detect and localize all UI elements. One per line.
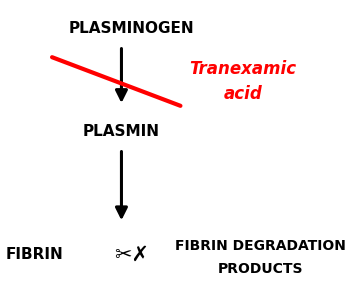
Text: acid: acid [223, 86, 262, 103]
Text: PLASMINOGEN: PLASMINOGEN [69, 21, 195, 36]
Text: PRODUCTS: PRODUCTS [218, 262, 303, 276]
Text: ✂✗: ✂✗ [115, 245, 149, 265]
Text: PLASMIN: PLASMIN [83, 124, 160, 139]
Text: FIBRIN: FIBRIN [6, 247, 64, 262]
Text: FIBRIN DEGRADATION: FIBRIN DEGRADATION [175, 239, 346, 253]
Text: Tranexamic: Tranexamic [189, 60, 296, 78]
